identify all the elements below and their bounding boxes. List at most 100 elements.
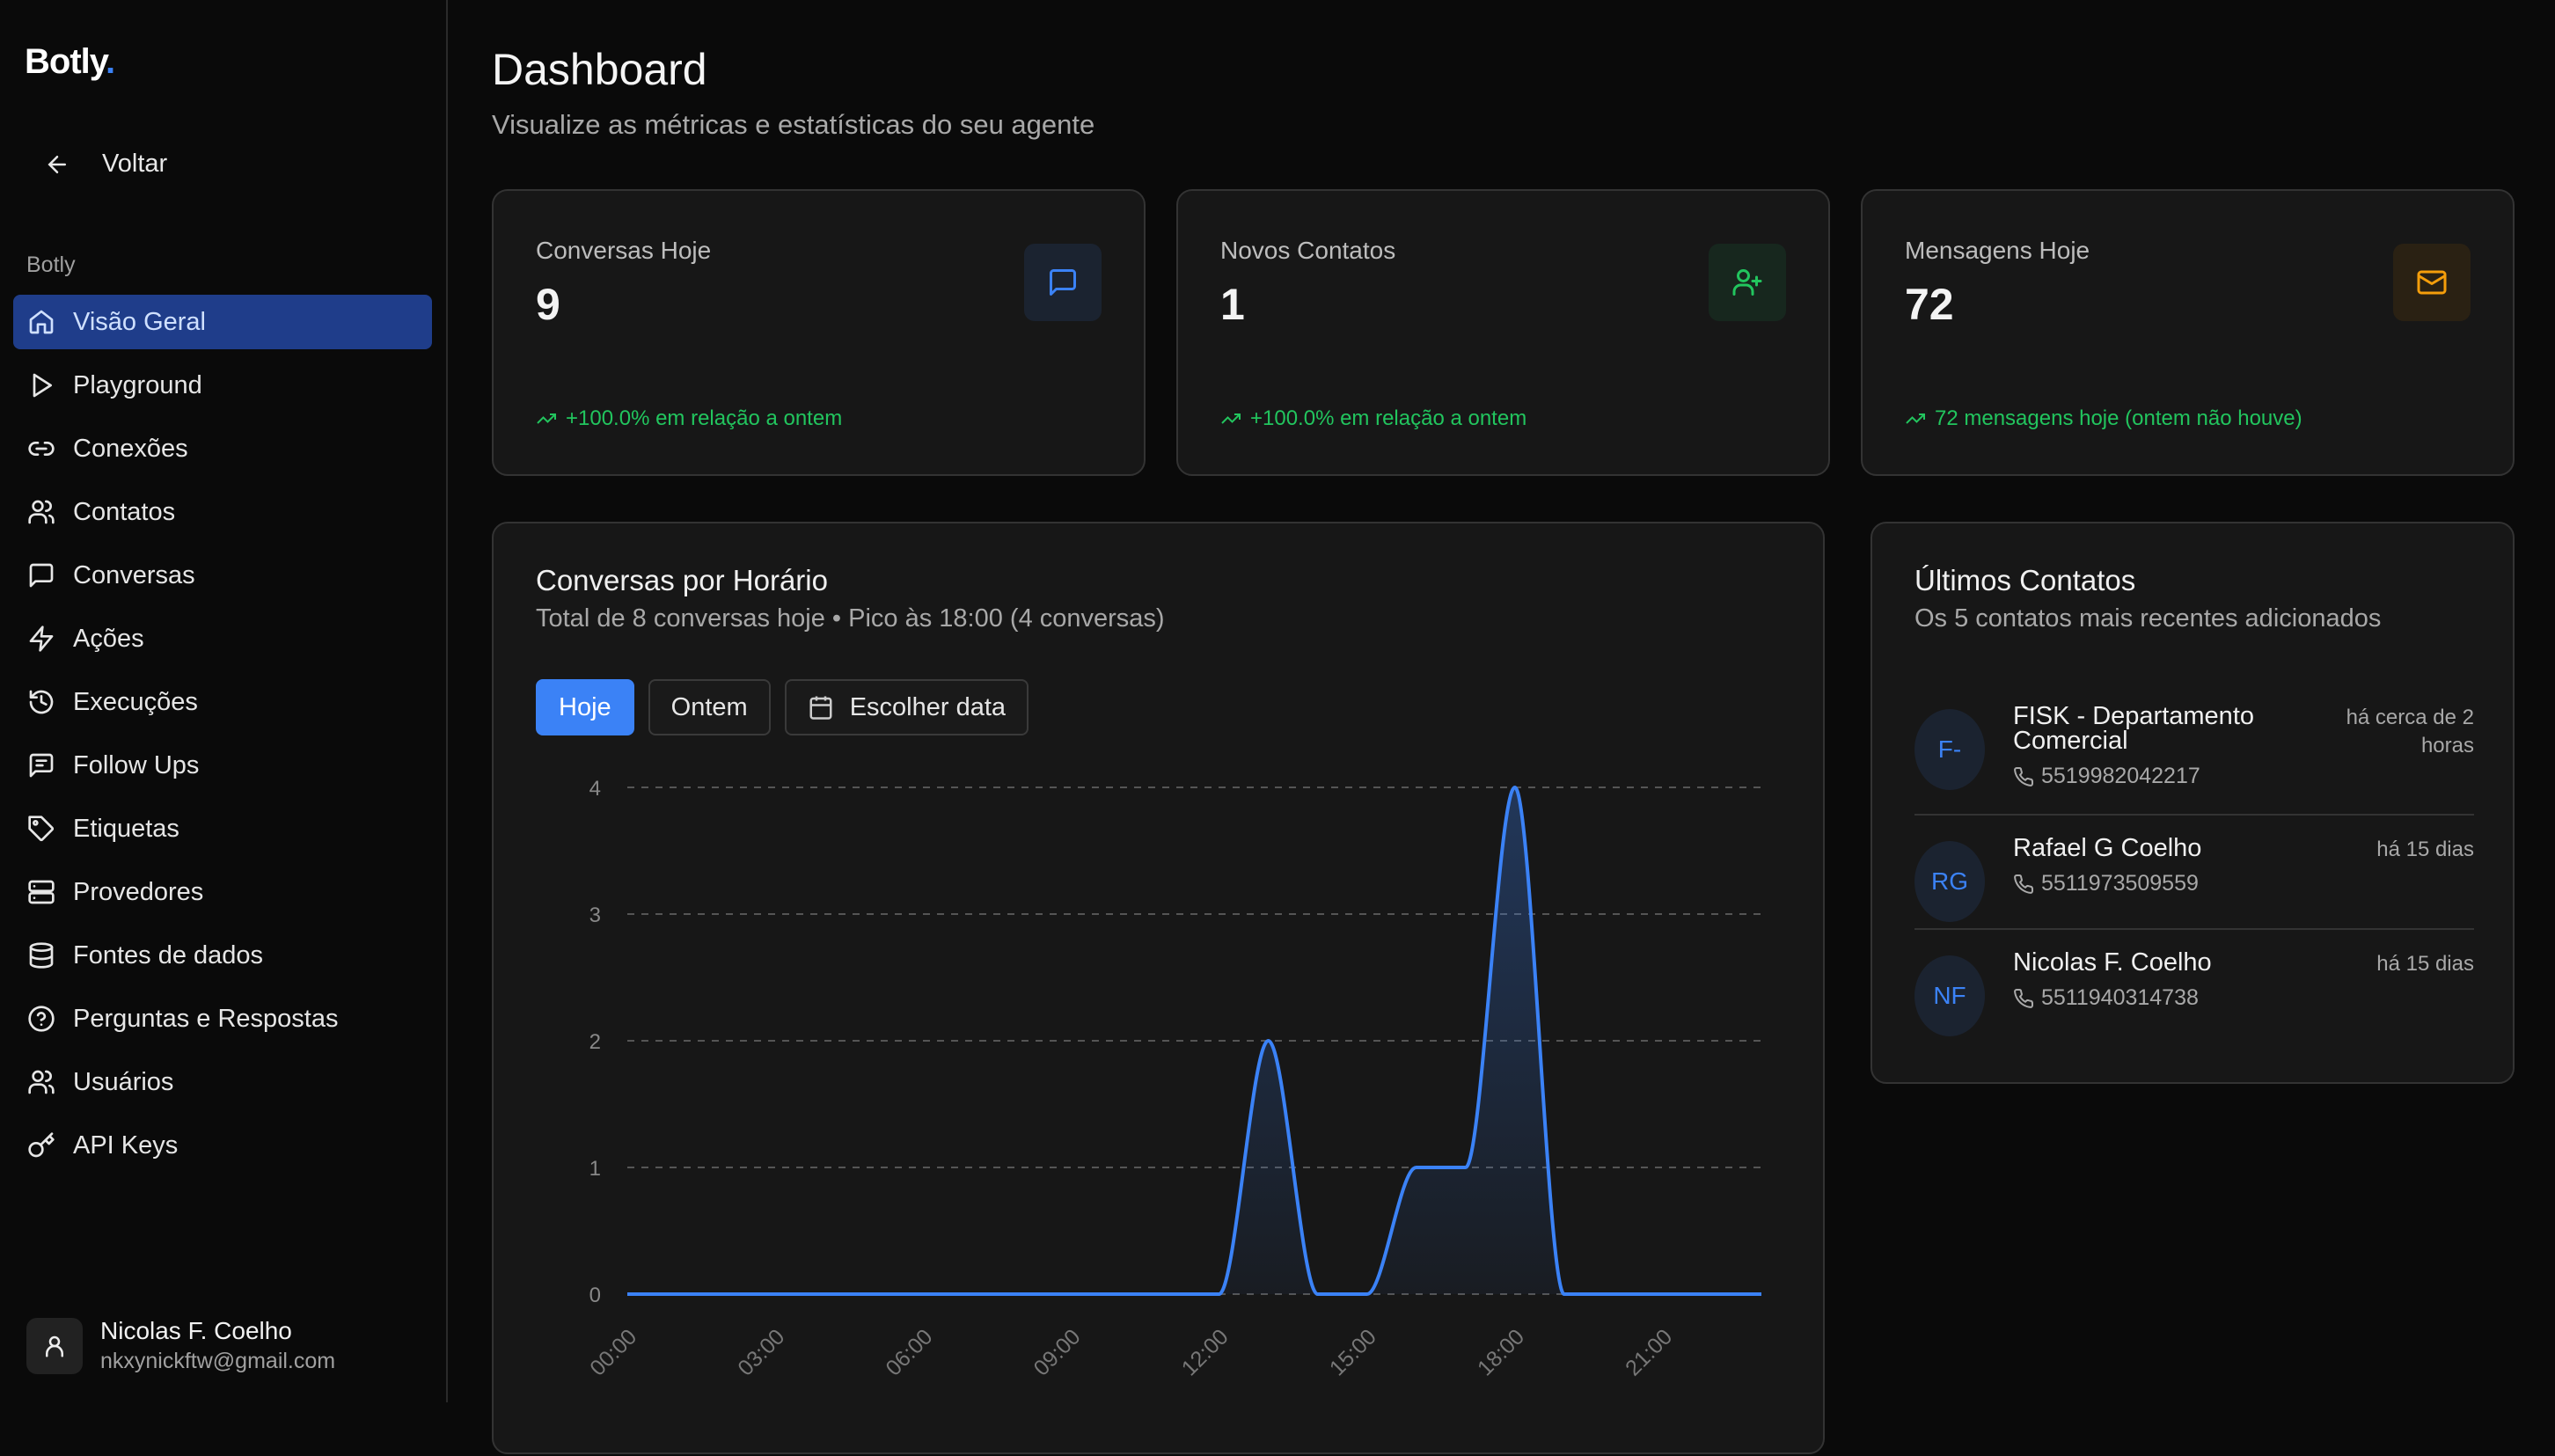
stat-trend: +100.0% em relação a ontem	[536, 406, 842, 431]
stat-card: Mensagens Hoje 72 72 mensagens hoje (ont…	[1861, 189, 2515, 476]
y-tick-label: 3	[589, 904, 601, 927]
sidebar-item-playground[interactable]: Playground	[13, 358, 432, 413]
server-icon	[28, 880, 55, 904]
x-tick-label: 03:00	[733, 1324, 789, 1380]
user-plus-icon	[1732, 269, 1762, 296]
logo[interactable]: Botly.	[25, 42, 115, 82]
contact-time: há 15 dias	[2376, 952, 2474, 976]
y-tick-label: 4	[589, 777, 601, 801]
yesterday-button[interactable]: Ontem	[648, 679, 771, 735]
contacts-subtitle: Os 5 contatos mais recentes adicionados	[1914, 604, 2382, 633]
stat-label: Novos Contatos	[1220, 237, 1396, 264]
x-tick-label: 06:00	[881, 1324, 937, 1380]
message-text-icon	[29, 753, 54, 778]
contact-name: Rafael G Coelho	[2013, 834, 2202, 862]
sidebar-item-perguntas-e-respostas[interactable]: Perguntas e Respostas	[13, 991, 432, 1046]
pick-date-button[interactable]: Escolher data	[784, 679, 1029, 735]
sidebar-item-fontes-de-dados[interactable]: Fontes de dados	[13, 928, 432, 983]
contact-avatar: NF	[1914, 955, 1985, 1036]
contact-avatar: RG	[1914, 841, 1985, 922]
contact-name: Nicolas F. Coelho	[2013, 948, 2212, 977]
stat-label: Conversas Hoje	[536, 237, 712, 264]
message-icon	[1050, 269, 1076, 296]
sidebar-item-label: Etiquetas	[73, 814, 179, 843]
key-icon	[28, 1132, 55, 1158]
user-icon	[46, 1335, 63, 1357]
contact-name: FISK - Departamento Comercial	[2013, 702, 2254, 755]
sidebar-item-usu-rios[interactable]: Usuários	[13, 1055, 432, 1109]
sidebar-item-etiquetas[interactable]: Etiquetas	[13, 801, 432, 856]
sidebar-item-execu-es[interactable]: Execuções	[13, 675, 432, 729]
stat-icon-box	[1024, 244, 1102, 321]
contact-item[interactable]: RG Rafael G Coelho 5511973509559 há 15 d…	[1914, 836, 2474, 922]
stat-label: Mensagens Hoje	[1905, 237, 2090, 264]
sidebar-item-label: Conversas	[73, 560, 195, 589]
sidebar-item-label: Provedores	[73, 877, 204, 906]
x-tick-label: 09:00	[1029, 1324, 1086, 1380]
contact-time: há cerca de 2 horas	[2346, 706, 2474, 757]
pick-date-label: Escolher data	[849, 692, 1007, 721]
stat-trend: +100.0% em relação a ontem	[1220, 406, 1526, 431]
stat-icon-box	[2393, 244, 2471, 321]
back-button[interactable]: Voltar	[44, 150, 167, 179]
contact-phone: 5511940314738	[2041, 985, 2199, 1010]
phone-icon	[2014, 988, 2034, 1008]
chart-subtitle: Total de 8 conversas hoje • Pico às 18:0…	[536, 604, 1165, 633]
stat-card: Novos Contatos 1 +100.0% em relação a on…	[1176, 189, 1830, 476]
sidebar-item-label: Fontes de dados	[73, 940, 264, 969]
x-tick-label: 18:00	[1473, 1324, 1529, 1380]
sidebar-item-label: Contatos	[73, 497, 176, 526]
stat-trend: 72 mensagens hoje (ontem não houve)	[1905, 406, 2302, 431]
zap-icon	[29, 626, 54, 652]
phone-icon	[2014, 874, 2034, 894]
today-button[interactable]: Hoje	[536, 679, 634, 735]
sidebar-item-conex-es[interactable]: Conexões	[13, 421, 432, 476]
x-tick-label: 12:00	[1177, 1324, 1234, 1380]
play-icon	[33, 373, 52, 398]
sidebar-item-vis-o-geral[interactable]: Visão Geral	[13, 295, 432, 349]
back-label: Voltar	[102, 150, 168, 178]
y-tick-label: 2	[589, 1030, 601, 1054]
x-tick-label: 15:00	[1325, 1324, 1381, 1380]
user-name: Nicolas F. Coelho	[100, 1317, 292, 1344]
logo-dot: .	[106, 42, 115, 81]
contact-item[interactable]: NF Nicolas F. Coelho 5511940314738 há 15…	[1914, 950, 2474, 1036]
database-icon	[29, 942, 54, 969]
link-icon	[28, 442, 55, 456]
divider	[1914, 814, 2474, 816]
stat-value: 1	[1220, 280, 1245, 329]
sidebar-nav: Visão Geral Playground Conexões Contatos Con…	[13, 295, 432, 1182]
stat-value: 72	[1905, 280, 1954, 329]
contacts-title: Últimos Contatos	[1914, 564, 2136, 596]
calendar-icon	[809, 696, 832, 720]
sidebar-item-contatos[interactable]: Contatos	[13, 485, 432, 539]
chart-title: Conversas por Horário	[536, 564, 828, 596]
stat-card: Conversas Hoje 9 +100.0% em relação a on…	[492, 189, 1146, 476]
mail-icon	[2417, 270, 2447, 295]
sidebar-item-label: Ações	[73, 624, 144, 653]
home-icon	[29, 310, 54, 334]
message-icon	[29, 563, 54, 588]
sidebar-item-label: Perguntas e Respostas	[73, 1004, 339, 1033]
sidebar-item-follow-ups[interactable]: Follow Ups	[13, 738, 432, 793]
users-icon	[28, 1070, 55, 1094]
sidebar-item-api-keys[interactable]: API Keys	[13, 1118, 432, 1173]
sidebar-item-provedores[interactable]: Provedores	[13, 865, 432, 919]
sidebar-item-label: Visão Geral	[73, 307, 206, 336]
user-profile[interactable]: Nicolas F. Coelho nkxynickftw@gmail.com	[26, 1317, 335, 1374]
hourly-chart: 0 1 2 3 4 00:00 03:00 06:00 09:00 12:00 15:00 18:00…	[585, 777, 1761, 1380]
chart-card: Conversas por Horário Total de 8 convers…	[492, 522, 1825, 1454]
stat-trend-text: +100.0% em relação a ontem	[1250, 406, 1527, 430]
y-tick-label: 1	[589, 1157, 601, 1181]
avatar	[26, 1317, 83, 1374]
x-tick-label: 21:00	[1621, 1324, 1677, 1380]
trending-up-icon	[1906, 413, 1925, 424]
contact-item[interactable]: F- FISK - Departamento Comercial 5519982…	[1914, 704, 2474, 790]
history-icon	[29, 690, 54, 714]
sidebar-item-label: Conexões	[73, 434, 188, 463]
y-tick-label: 0	[589, 1284, 601, 1307]
sidebar-item-conversas[interactable]: Conversas	[13, 548, 432, 603]
trending-up-icon	[537, 413, 556, 424]
sidebar-item-label: API Keys	[73, 1130, 179, 1160]
sidebar-item-a-es[interactable]: Ações	[13, 611, 432, 666]
